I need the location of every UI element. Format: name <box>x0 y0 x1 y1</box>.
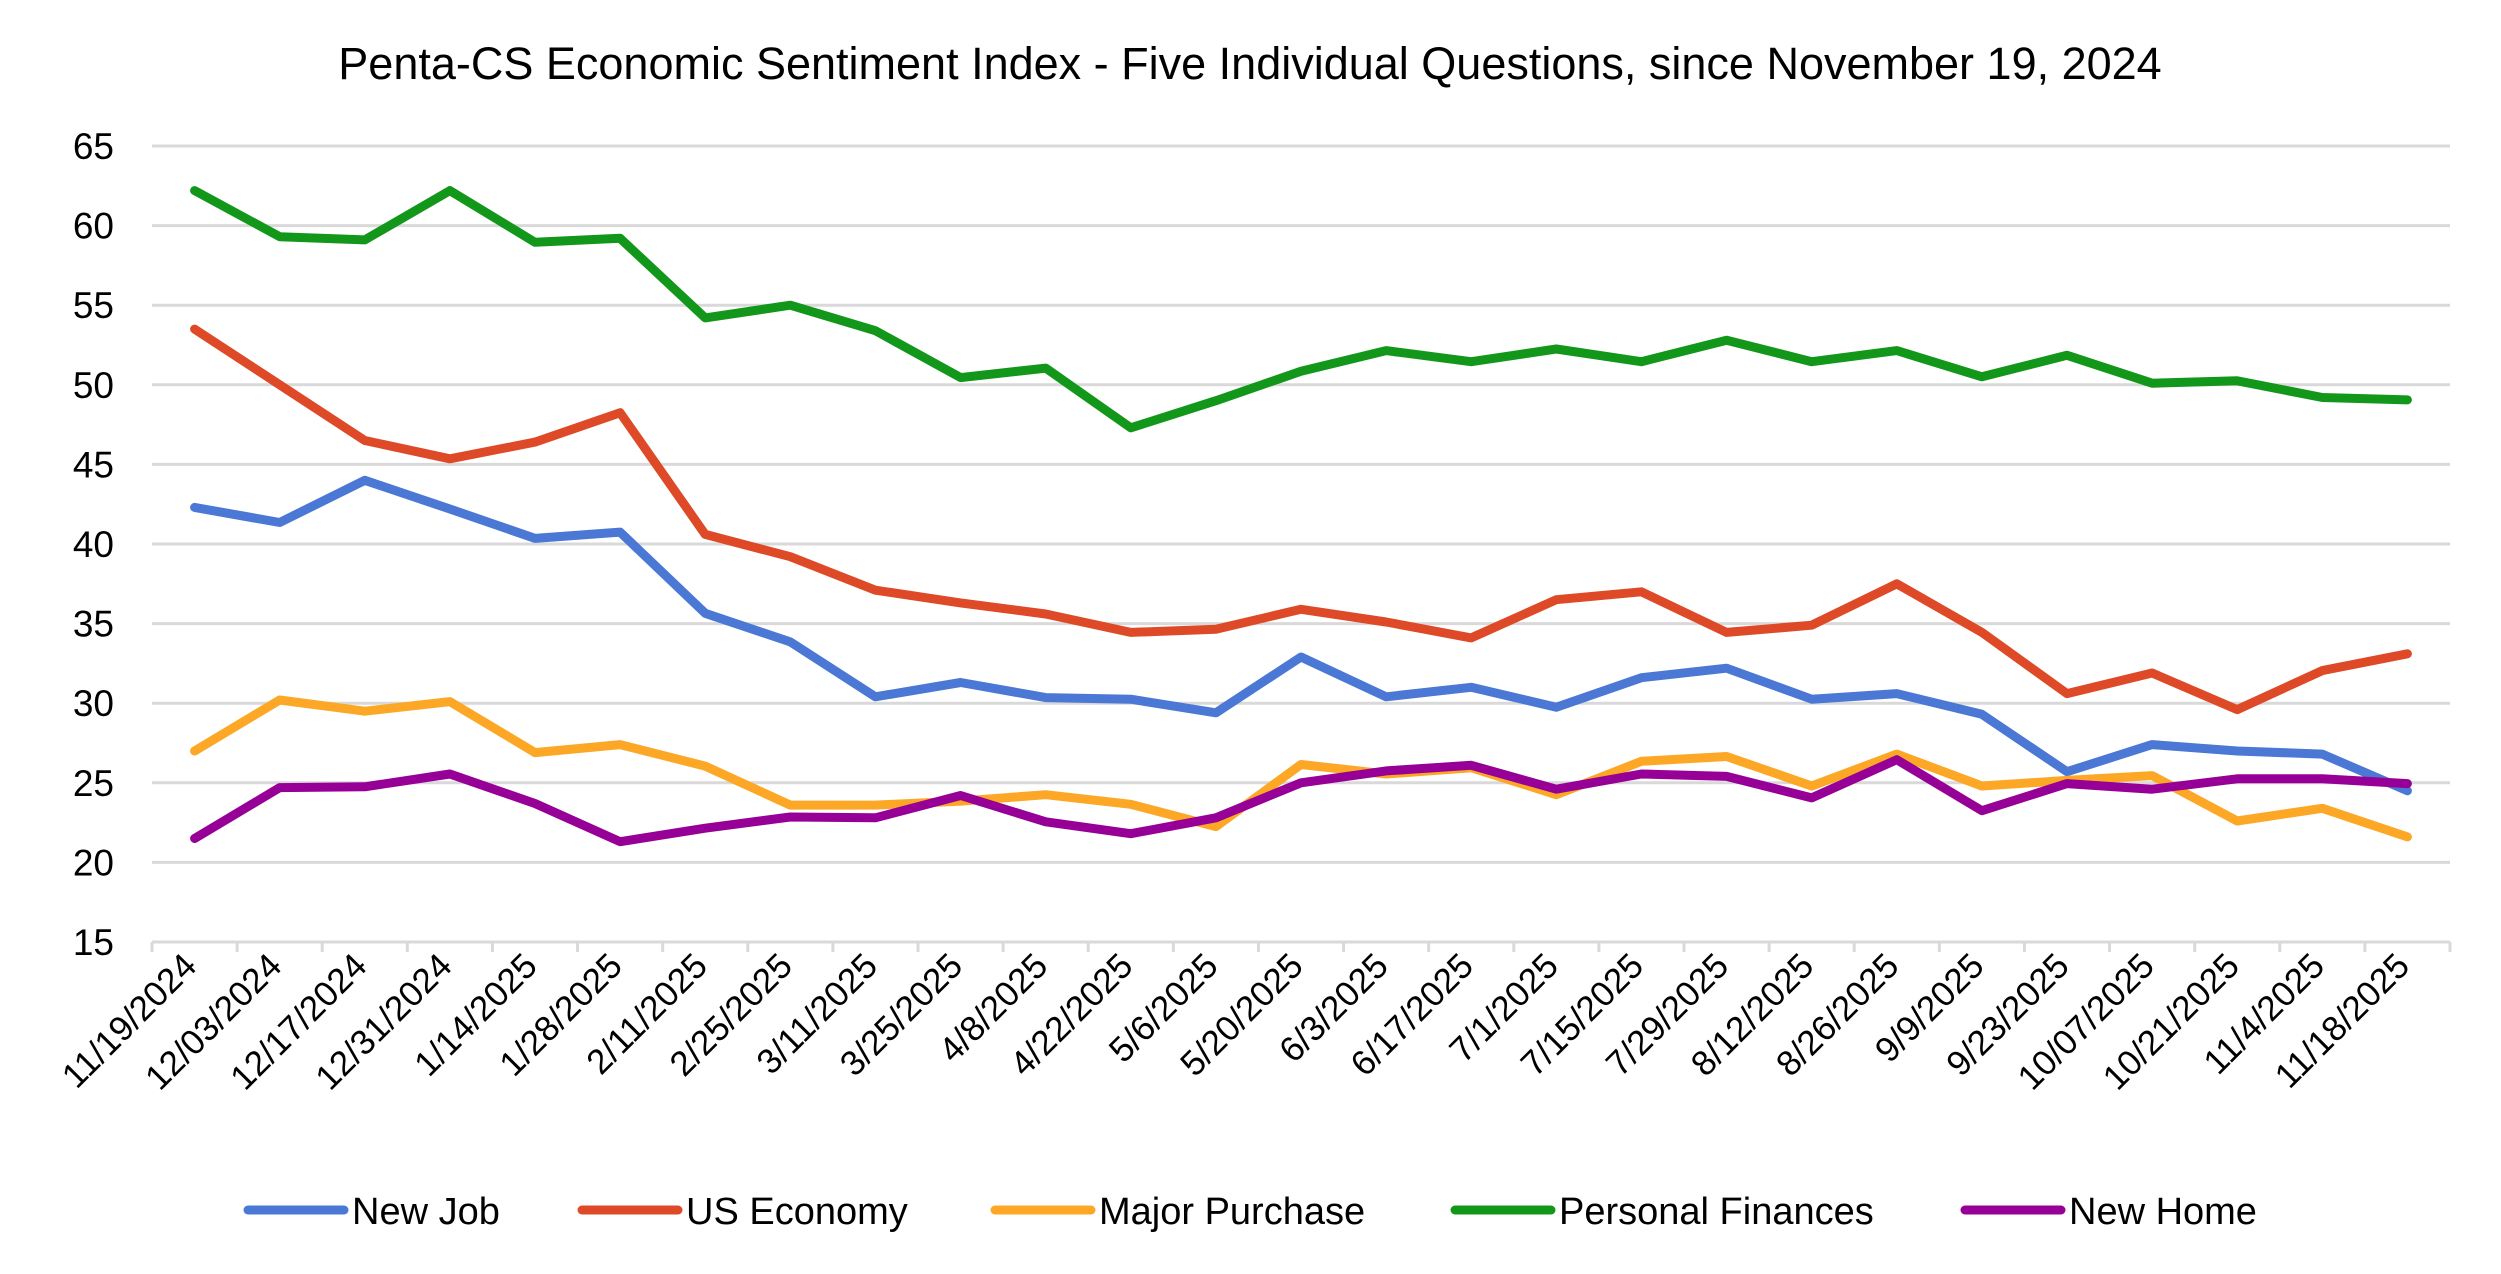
y-tick-label: 20 <box>73 842 114 883</box>
y-axis-ticks: 15 20 25 30 35 40 45 50 55 60 65 <box>73 126 114 963</box>
y-tick-label: 30 <box>73 683 114 724</box>
y-tick-label: 60 <box>73 206 114 247</box>
legend-item: New Job <box>243 1191 500 1233</box>
y-tick-label: 40 <box>73 524 114 565</box>
gridlines <box>152 144 2450 944</box>
series-us-economy <box>190 324 2412 715</box>
legend-item: Personal Finances <box>1450 1191 1874 1233</box>
series-personal-finances <box>190 186 2412 433</box>
y-tick-label: 35 <box>73 604 114 645</box>
legend-label: Major Purchase <box>1099 1191 1365 1233</box>
series-lines <box>190 186 2412 847</box>
legend: New Job US Economy Major Purchase Personal … <box>243 1191 2257 1233</box>
legend-label: New Home <box>2069 1191 2257 1233</box>
y-tick-label: 15 <box>73 922 114 963</box>
y-tick-label: 25 <box>73 763 114 804</box>
series-new-job <box>190 475 2412 796</box>
series-new-home <box>190 755 2412 847</box>
legend-label: Personal Finances <box>1559 1191 1874 1233</box>
y-tick-label: 45 <box>73 444 114 485</box>
chart-title: Penta-CS Economic Sentiment Index - Five… <box>338 38 2161 89</box>
legend-label: New Job <box>352 1191 500 1233</box>
legend-item: US Economy <box>577 1191 908 1233</box>
legend-label: US Economy <box>686 1191 908 1233</box>
legend-item: New Home <box>1960 1191 2257 1233</box>
x-axis <box>150 942 2452 952</box>
y-tick-label: 65 <box>73 126 114 167</box>
x-axis-ticks: 11/19/202412/03/202412/17/202412/31/2024… <box>55 946 2417 1097</box>
y-tick-label: 50 <box>73 365 114 406</box>
legend-item: Major Purchase <box>990 1191 1365 1233</box>
y-tick-label: 55 <box>73 285 114 326</box>
